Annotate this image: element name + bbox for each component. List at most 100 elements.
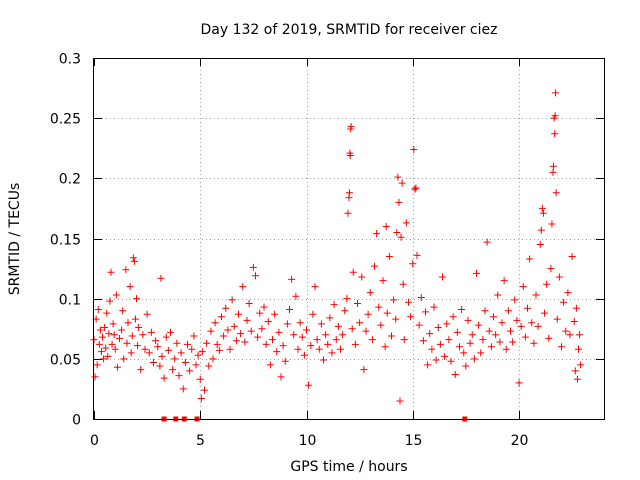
data-point xyxy=(288,275,296,283)
data-point xyxy=(256,309,264,317)
data-point xyxy=(332,336,340,344)
data-point xyxy=(371,262,378,270)
data-point xyxy=(269,336,276,344)
data-point xyxy=(492,331,500,339)
data-point xyxy=(157,274,165,282)
data-point xyxy=(133,295,140,303)
data-point xyxy=(112,291,120,299)
data-point xyxy=(366,289,374,297)
data-point xyxy=(317,320,325,328)
data-point xyxy=(173,339,181,347)
data-point xyxy=(432,356,440,364)
data-point xyxy=(97,348,105,356)
data-point xyxy=(177,349,185,357)
data-point xyxy=(271,310,279,318)
data-point xyxy=(375,303,383,311)
data-point xyxy=(575,345,582,353)
data-point xyxy=(104,352,112,360)
data-point xyxy=(398,179,406,187)
data-point xyxy=(547,265,555,273)
data-point xyxy=(296,319,304,327)
data-point xyxy=(402,219,410,227)
data-point xyxy=(106,297,114,305)
data-point xyxy=(441,352,449,360)
data-point xyxy=(127,349,135,357)
data-point xyxy=(116,334,123,342)
data-point xyxy=(123,339,131,347)
data-point xyxy=(577,361,585,369)
data-point xyxy=(464,316,472,324)
data-point xyxy=(347,123,355,131)
data-point xyxy=(129,254,137,262)
data-point xyxy=(218,313,225,321)
data-point xyxy=(409,260,417,268)
data-point xyxy=(152,337,160,345)
data-point xyxy=(264,318,272,326)
data-point xyxy=(356,319,364,327)
data-point xyxy=(445,336,453,344)
data-point xyxy=(483,238,491,246)
data-point xyxy=(307,342,315,350)
data-point xyxy=(298,333,306,341)
data-point xyxy=(526,255,534,263)
data-point xyxy=(502,345,510,353)
data-point xyxy=(549,168,557,176)
data-point xyxy=(485,327,493,335)
data-point xyxy=(424,361,432,369)
data-point xyxy=(94,305,102,313)
data-point xyxy=(198,348,206,356)
data-point xyxy=(107,268,115,276)
data-point xyxy=(186,367,194,375)
data-point xyxy=(103,309,111,317)
data-point xyxy=(110,331,118,339)
data-point xyxy=(119,307,127,315)
data-point xyxy=(311,283,319,291)
data-point xyxy=(530,339,538,347)
data-point xyxy=(381,343,389,351)
data-point xyxy=(354,299,361,307)
data-point xyxy=(101,324,109,332)
data-point xyxy=(507,327,514,335)
data-point xyxy=(197,395,205,403)
y-tick-label: 0.3 xyxy=(59,52,81,68)
chart-title: Day 132 of 2019, SRMTID for receiver cie… xyxy=(201,22,498,38)
data-point xyxy=(434,324,442,332)
data-point xyxy=(490,313,497,321)
data-point xyxy=(385,253,393,261)
data-point xyxy=(260,303,268,311)
y-tick-label: 0.1 xyxy=(59,293,81,309)
data-point xyxy=(273,348,281,356)
data-point xyxy=(211,319,219,327)
data-point xyxy=(120,355,128,363)
data-point xyxy=(539,209,547,217)
data-point xyxy=(460,349,468,357)
data-point xyxy=(262,340,270,348)
data-point xyxy=(570,318,578,326)
data-point xyxy=(184,340,191,348)
data-point xyxy=(156,362,164,370)
data-point xyxy=(346,151,354,159)
data-point xyxy=(275,328,283,336)
data-point xyxy=(96,326,104,334)
x-tick-label: 5 xyxy=(196,433,205,449)
data-point xyxy=(328,349,336,357)
data-point xyxy=(139,331,147,339)
data-point xyxy=(428,345,436,353)
data-point xyxy=(341,307,349,315)
data-point xyxy=(494,291,502,299)
data-point xyxy=(130,257,138,265)
data-point xyxy=(118,326,126,334)
data-point xyxy=(568,253,576,261)
data-point xyxy=(105,330,113,338)
data-point xyxy=(368,336,376,344)
data-point xyxy=(453,328,461,336)
data-point xyxy=(160,374,168,382)
data-point xyxy=(175,372,183,380)
data-point xyxy=(292,292,300,300)
data-point xyxy=(303,326,310,334)
data-point xyxy=(392,315,400,323)
data-point xyxy=(395,198,403,206)
data-point xyxy=(413,251,421,259)
data-point xyxy=(228,296,236,304)
data-point xyxy=(128,332,136,340)
